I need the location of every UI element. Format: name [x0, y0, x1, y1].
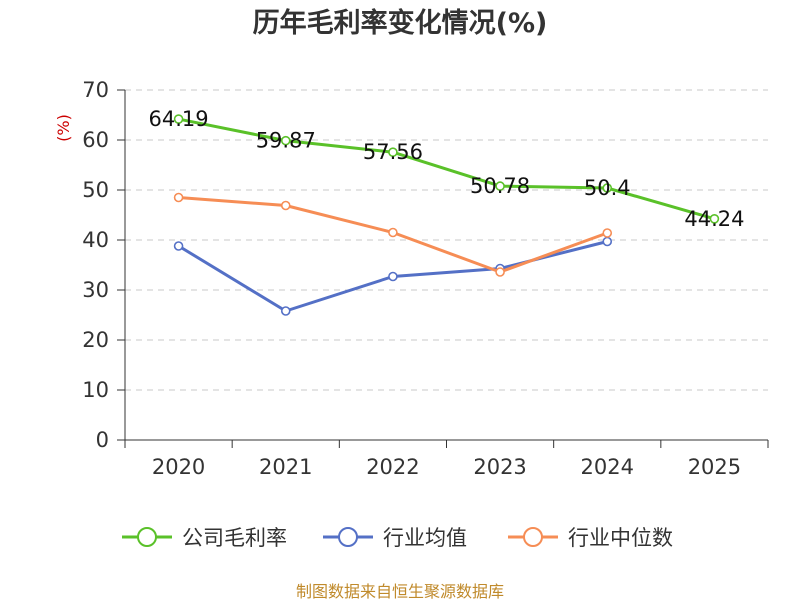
data-label-2023: 50.78 [470, 174, 530, 198]
data-labels: 64.19 59.87 57.56 50.78 50.4 44.24 [149, 107, 745, 231]
data-label-2022: 57.56 [363, 140, 423, 164]
legend-label-0: 公司毛利率 [182, 526, 287, 550]
legend-swatch-marker-2 [523, 527, 543, 547]
y-tick-label-0: 0 [96, 428, 109, 452]
data-point-s0-2022 [388, 147, 398, 157]
x-tick-label-2022: 2022 [366, 455, 419, 479]
y-tick-label-70: 70 [82, 78, 109, 102]
data-point-s2-2020 [173, 192, 184, 203]
legend-item-1[interactable]: 行业均值 [323, 526, 467, 550]
legend-item-0[interactable]: 公司毛利率 [122, 526, 287, 550]
data-point-s1-2022 [388, 271, 398, 282]
x-tick-label-2020: 2020 [152, 455, 205, 479]
legend-label-1: 行业均值 [383, 526, 467, 550]
grid-lines [125, 89, 768, 391]
data-label-2020: 64.19 [149, 107, 209, 131]
x-tick-label-2024: 2024 [581, 455, 634, 479]
series-lines [173, 114, 720, 316]
legend[interactable]: 公司毛利率 行业均值 行业中位数 [122, 526, 673, 550]
data-point-s0-2023 [495, 181, 505, 191]
y-tick-label-10: 10 [82, 378, 109, 402]
data-source-note: 制图数据来自恒生聚源数据库 [296, 582, 504, 600]
legend-swatch-marker-0 [137, 527, 157, 547]
y-tick-label-60: 60 [82, 128, 109, 152]
data-point-s2-2022 [388, 227, 398, 238]
data-point-s1-2020 [173, 241, 184, 251]
x-tick-label-2023: 2023 [473, 455, 526, 479]
legend-label-2: 行业中位数 [568, 526, 673, 550]
data-point-s0-2025 [709, 214, 720, 224]
y-tick-label-50: 50 [82, 178, 109, 202]
data-point-s2-2024 [602, 228, 613, 238]
data-label-2025: 44.24 [684, 207, 744, 231]
series-line-0 [178, 117, 715, 221]
legend-swatch-marker-1 [338, 527, 358, 547]
data-point-s2-2023 [495, 267, 505, 277]
chart-title: 历年毛利率变化情况(%) [253, 7, 548, 39]
data-point-s0-2024 [602, 183, 613, 193]
legend-item-2[interactable]: 行业中位数 [508, 526, 673, 550]
data-label-2024: 50.4 [584, 176, 631, 200]
data-point-s1-2024 [602, 236, 613, 247]
data-label-2021: 59.87 [256, 129, 316, 153]
data-point-s0-2021 [280, 135, 291, 146]
data-point-s1-2021 [280, 306, 291, 316]
axes: 0 10 20 30 40 50 60 70 2020 2021 2022 2023 2024 2025 [82, 78, 769, 479]
y-tick-label-40: 40 [82, 228, 109, 252]
data-point-s2-2021 [280, 200, 291, 211]
y-tick-label-30: 30 [82, 278, 109, 302]
data-point-s0-2020 [173, 114, 184, 124]
y-tick-label-20: 20 [82, 328, 109, 352]
x-tick-label-2025: 2025 [688, 455, 741, 479]
y-axis-unit-label: (%) [54, 114, 73, 142]
x-tick-label-2021: 2021 [259, 455, 312, 479]
